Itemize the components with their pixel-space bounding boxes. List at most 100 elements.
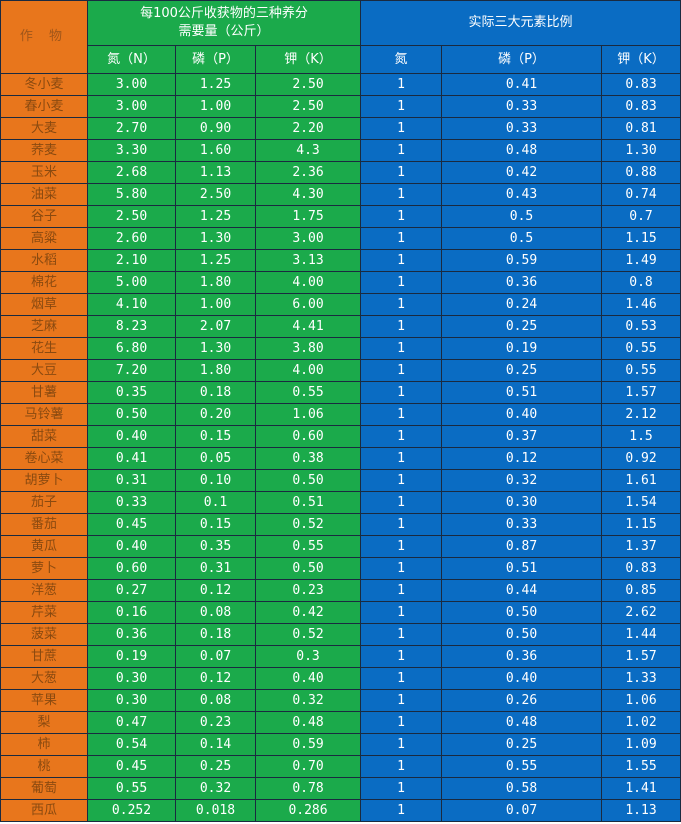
need-n-cell: 7.20 — [87, 359, 176, 382]
need-k-cell: 2.36 — [254, 161, 362, 184]
need-k-cell: 4.00 — [254, 359, 362, 382]
ratio-k-cell: 0.85 — [601, 579, 681, 602]
need-k-cell: 0.55 — [254, 381, 362, 404]
need-n-cell: 3.00 — [87, 95, 176, 118]
crop-name-cell: 大豆 — [0, 359, 88, 382]
ratio-p-cell: 0.26 — [441, 689, 603, 712]
need-k-cell: 0.38 — [254, 447, 362, 470]
ratio-k-cell: 0.81 — [601, 117, 681, 140]
crop-name-cell: 花生 — [0, 337, 88, 360]
ratio-k-cell: 1.15 — [601, 513, 681, 536]
ratio-k-cell: 1.13 — [601, 799, 681, 822]
ratio-p-cell: 0.59 — [441, 249, 603, 272]
need-p-cell: 1.00 — [175, 293, 256, 316]
need-n-cell: 0.41 — [87, 447, 176, 470]
ratio-n-cell: 1 — [360, 755, 443, 778]
ratio-n-cell: 1 — [360, 469, 443, 492]
ratio-k-cell: 1.55 — [601, 755, 681, 778]
need-k-cell: 3.80 — [254, 337, 362, 360]
table-row: 春小麦 3.00 1.00 2.50 1 0.33 0.83 — [0, 95, 681, 118]
ratio-n-cell: 1 — [360, 293, 443, 316]
crop-name-cell: 荞麦 — [0, 139, 88, 162]
ratio-n-cell: 1 — [360, 161, 443, 184]
ratio-k-cell: 0.53 — [601, 315, 681, 338]
ratio-p-cell: 0.24 — [441, 293, 603, 316]
table-row: 甘薯 0.35 0.18 0.55 1 0.51 1.57 — [0, 381, 681, 404]
need-n-cell: 3.30 — [87, 139, 176, 162]
ratio-p-cell: 0.33 — [441, 95, 603, 118]
table-row: 荞麦 3.30 1.60 4.3 1 0.48 1.30 — [0, 139, 681, 162]
ratio-n-cell: 1 — [360, 733, 443, 756]
ratio-p-cell: 0.43 — [441, 183, 603, 206]
ratio-p-cell: 0.41 — [441, 73, 603, 96]
need-k-cell: 3.13 — [254, 249, 362, 272]
table-row: 桃 0.45 0.25 0.70 1 0.55 1.55 — [0, 755, 681, 778]
need-k-cell: 3.00 — [254, 227, 362, 250]
ratio-k-cell: 0.83 — [601, 95, 681, 118]
header-row-columns: 氮（N） 磷（P） 钾（K） 氮 磷（P） 钾（K） — [1, 45, 681, 74]
need-n-cell: 0.54 — [87, 733, 176, 756]
ratio-n-cell: 1 — [360, 139, 443, 162]
table-row: 谷子 2.50 1.25 1.75 1 0.5 0.7 — [0, 205, 681, 228]
table-row: 冬小麦 3.00 1.25 2.50 1 0.41 0.83 — [0, 73, 681, 96]
need-p-cell: 0.08 — [175, 601, 256, 624]
ratio-n-cell: 1 — [360, 777, 443, 800]
crop-name-cell: 葡萄 — [0, 777, 88, 800]
crop-name-cell: 番茄 — [0, 513, 88, 536]
crop-name-cell: 梨 — [0, 711, 88, 734]
need-k-cell: 6.00 — [254, 293, 362, 316]
need-p-cell: 0.12 — [175, 579, 256, 602]
need-p-cell: 1.80 — [175, 271, 256, 294]
need-p-cell: 0.23 — [175, 711, 256, 734]
need-k-cell: 0.48 — [254, 711, 362, 734]
crop-name-cell: 大葱 — [0, 667, 88, 690]
ratio-n-cell: 1 — [360, 359, 443, 382]
need-p-cell: 1.13 — [175, 161, 256, 184]
ratio-n-cell: 1 — [360, 249, 443, 272]
need-p-cell: 0.12 — [175, 667, 256, 690]
need-p-cell: 0.10 — [175, 469, 256, 492]
crop-name-cell: 胡萝卜 — [0, 469, 88, 492]
need-k-cell: 0.40 — [254, 667, 362, 690]
ratio-n-cell: 1 — [360, 337, 443, 360]
ratio-p-cell: 0.51 — [441, 381, 603, 404]
need-p-cell: 0.25 — [175, 755, 256, 778]
ratio-k-cell: 1.57 — [601, 645, 681, 668]
crop-name-cell: 菠菜 — [0, 623, 88, 646]
need-k-cell: 0.60 — [254, 425, 362, 448]
ratio-n-cell: 1 — [360, 579, 443, 602]
need-n-cell: 0.35 — [87, 381, 176, 404]
need-n-cell: 0.27 — [87, 579, 176, 602]
ratio-p-cell: 0.44 — [441, 579, 603, 602]
need-k-cell: 4.3 — [254, 139, 362, 162]
table-row: 甜菜 0.40 0.15 0.60 1 0.37 1.5 — [0, 425, 681, 448]
crop-name-cell: 烟草 — [0, 293, 88, 316]
need-p-cell: 2.07 — [175, 315, 256, 338]
crop-name-cell: 油菜 — [0, 183, 88, 206]
ratio-k-cell: 1.33 — [601, 667, 681, 690]
ratio-n-cell: 1 — [360, 535, 443, 558]
need-p-header: 磷（P） — [175, 45, 256, 74]
ratio-n-cell: 1 — [360, 623, 443, 646]
crop-name-cell: 苹果 — [0, 689, 88, 712]
need-k-cell: 2.20 — [254, 117, 362, 140]
need-n-cell: 0.31 — [87, 469, 176, 492]
crop-name-cell: 甘薯 — [0, 381, 88, 404]
table-row: 棉花 5.00 1.80 4.00 1 0.36 0.8 — [0, 271, 681, 294]
table-row: 茄子 0.33 0.1 0.51 1 0.30 1.54 — [0, 491, 681, 514]
ratio-p-cell: 0.33 — [441, 117, 603, 140]
need-p-cell: 0.08 — [175, 689, 256, 712]
table-row: 大葱 0.30 0.12 0.40 1 0.40 1.33 — [0, 667, 681, 690]
need-p-cell: 0.15 — [175, 513, 256, 536]
ratio-p-cell: 0.36 — [441, 271, 603, 294]
need-n-cell: 0.30 — [87, 667, 176, 690]
ratio-n-cell: 1 — [360, 381, 443, 404]
ratio-k-cell: 0.92 — [601, 447, 681, 470]
crop-name-cell: 芹菜 — [0, 601, 88, 624]
table-row: 油菜 5.80 2.50 4.30 1 0.43 0.74 — [0, 183, 681, 206]
ratio-p-cell: 0.48 — [441, 711, 603, 734]
ratio-k-cell: 1.41 — [601, 777, 681, 800]
need-p-cell: 0.15 — [175, 425, 256, 448]
ratio-n-cell: 1 — [360, 117, 443, 140]
crop-name-cell: 甜菜 — [0, 425, 88, 448]
